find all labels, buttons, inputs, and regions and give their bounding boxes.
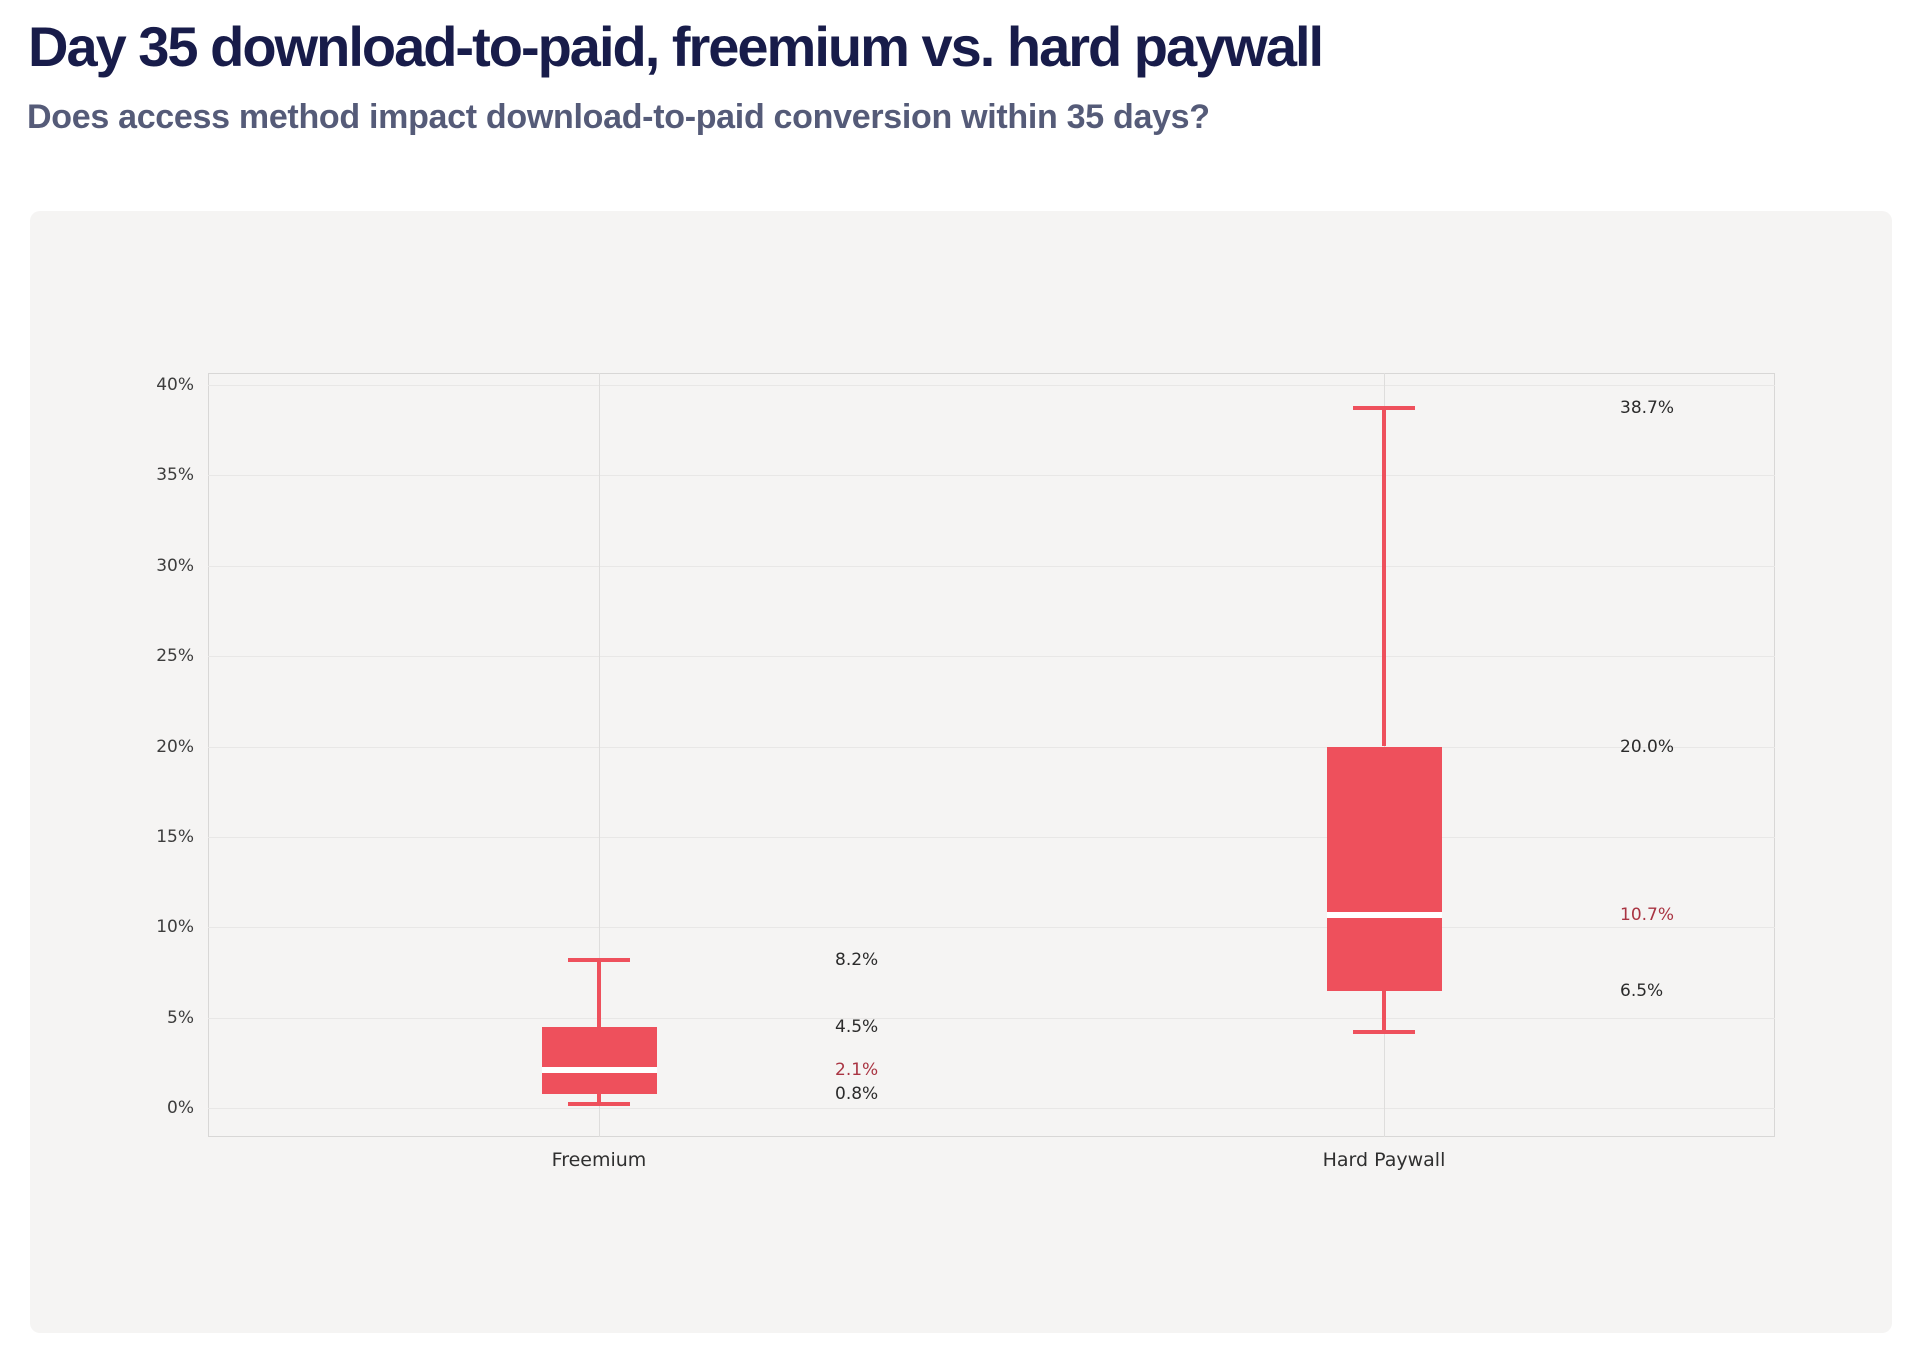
whisker-upper-stem: [597, 959, 601, 1027]
plot-frame: [208, 373, 1775, 1137]
y-gridline: [208, 656, 1775, 658]
y-tick-label: 10%: [156, 917, 194, 938]
value-annotation: 6.5%: [1620, 980, 1664, 1001]
y-gridline: [208, 1108, 1775, 1109]
category-gridline: [599, 373, 600, 1137]
y-tick-label: 15%: [156, 826, 194, 847]
y-tick-label: 20%: [156, 736, 194, 757]
value-annotation: 38.7%: [1620, 398, 1675, 419]
whisker-lower-cap: [568, 1102, 630, 1107]
y-tick-label: 30%: [156, 555, 194, 576]
y-gridline: [208, 1017, 1775, 1019]
category-label: Freemium: [551, 1149, 647, 1171]
whisker-lower-stem: [597, 1093, 601, 1105]
value-annotation: 8.2%: [835, 949, 879, 970]
median-line: [1327, 911, 1442, 918]
y-tick-label: 5%: [167, 1007, 194, 1028]
whisker-upper-cap: [568, 957, 630, 962]
value-annotation: 0.8%: [835, 1083, 879, 1104]
category-label: Hard Paywall: [1322, 1149, 1446, 1171]
y-tick-label: 25%: [156, 646, 194, 667]
whisker-lower-stem: [1382, 990, 1386, 1033]
whisker-lower-cap: [1353, 1030, 1415, 1035]
median-line: [542, 1067, 657, 1074]
value-annotation: 4.5%: [835, 1016, 879, 1037]
y-gridline: [208, 746, 1775, 748]
y-tick-label: 35%: [156, 465, 194, 486]
whisker-upper-stem: [1382, 408, 1386, 747]
y-tick-label: 0%: [167, 1098, 194, 1118]
y-gridline: [208, 836, 1775, 838]
box-iqr: [542, 1026, 657, 1094]
value-annotation: 10.7%: [1620, 904, 1675, 925]
y-gridline: [208, 565, 1775, 567]
value-annotation: 2.1%: [835, 1060, 879, 1081]
value-annotation: 20.0%: [1620, 736, 1675, 757]
box-iqr: [1327, 746, 1442, 991]
whisker-upper-cap: [1353, 406, 1415, 411]
page-title: Day 35 download-to-paid, freemium vs. ha…: [28, 15, 1324, 78]
y-tick-label: 40%: [156, 375, 194, 395]
y-gridline: [208, 475, 1775, 477]
chart-panel: 0% 5% 10% 15% 20% 25% 30% 35% 40% 8.2% 4.5% 2.1% 0.8…: [30, 211, 1892, 1333]
page-subtitle: Does access method impact download-to-pa…: [27, 98, 1210, 136]
y-gridline: [208, 927, 1775, 929]
y-gridline: [208, 385, 1775, 386]
